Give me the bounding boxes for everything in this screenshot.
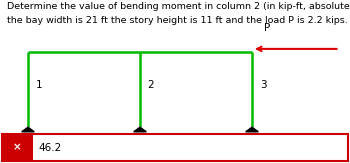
Text: Determine the value of bending moment in column 2 (in kip-ft, absolute value) if: Determine the value of bending moment in…: [7, 2, 350, 11]
Bar: [2, 134, 348, 161]
Bar: [2, 134, 33, 161]
Polygon shape: [134, 127, 146, 132]
Text: 46.2: 46.2: [38, 142, 62, 153]
Text: the bay width is 21 ft the story height is 11 ft and the load P is 2.2 kips.: the bay width is 21 ft the story height …: [7, 16, 348, 25]
Text: ×: ×: [13, 142, 22, 153]
Text: 2: 2: [148, 80, 154, 90]
Text: 1: 1: [36, 80, 42, 90]
Polygon shape: [22, 127, 34, 132]
Polygon shape: [246, 127, 258, 132]
Text: P: P: [264, 23, 271, 33]
Text: 3: 3: [260, 80, 266, 90]
